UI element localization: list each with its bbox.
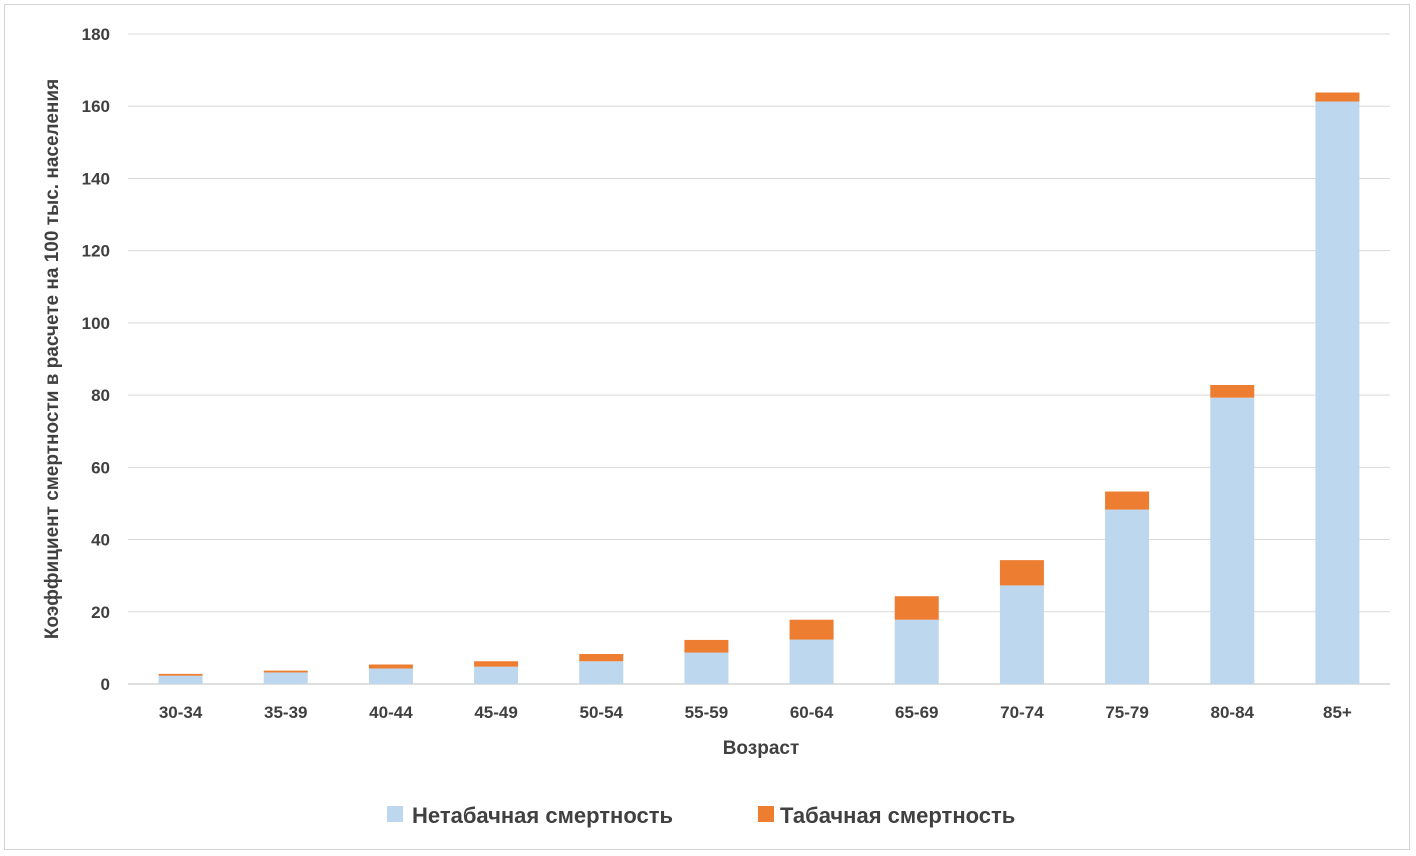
x-tick-label: 35-39 (264, 703, 307, 722)
bar-tobacco (1210, 385, 1255, 398)
legend: Нетабачная смертность Табачная смертност… (387, 803, 1015, 828)
y-tick-label: 100 (82, 314, 110, 333)
chart-frame (4, 4, 1410, 850)
y-tick-label: 20 (91, 603, 110, 622)
x-tick-label: 75-79 (1105, 703, 1148, 722)
y-tick-label: 0 (101, 675, 110, 694)
bar-non-tobacco (474, 666, 519, 684)
bar-tobacco (894, 596, 939, 620)
bar-tobacco (1105, 491, 1150, 510)
x-tick-label: 70-74 (1000, 703, 1044, 722)
y-tick-label: 160 (82, 97, 110, 116)
bar-tobacco (789, 619, 834, 640)
bar-tobacco (368, 664, 413, 669)
bar-non-tobacco (1105, 509, 1150, 684)
legend-swatch-non-tobacco (387, 806, 403, 822)
bar-non-tobacco (158, 675, 203, 684)
legend-label-tobacco: Табачная смертность (780, 803, 1015, 828)
y-axis-ticks: 0 20 40 60 80 100 120 140 160 180 (82, 25, 110, 694)
legend-label-non-tobacco: Нетабачная смертность (412, 803, 673, 828)
bar-non-tobacco (1210, 397, 1255, 684)
y-tick-label: 140 (82, 169, 110, 188)
bar-tobacco (158, 673, 203, 676)
bar-non-tobacco (999, 585, 1044, 684)
x-tick-label: 40-44 (369, 703, 413, 722)
x-tick-label: 80-84 (1211, 703, 1255, 722)
x-tick-label: 45-49 (474, 703, 517, 722)
bar-tobacco (1315, 92, 1360, 102)
bar-tobacco (263, 670, 308, 673)
y-tick-label: 120 (82, 242, 110, 261)
gridlines (128, 33, 1390, 685)
x-tick-label: 30-34 (159, 703, 203, 722)
bar-tobacco (684, 639, 729, 653)
y-tick-label: 40 (91, 531, 110, 550)
bar-non-tobacco (894, 619, 939, 684)
bar-tobacco (579, 654, 624, 662)
x-tick-label: 65-69 (895, 703, 938, 722)
bar-non-tobacco (579, 661, 624, 684)
bar-non-tobacco (263, 672, 308, 684)
y-axis-title: Коэффициент смертности в расчете на 100 … (42, 79, 63, 639)
bar-non-tobacco (684, 652, 729, 684)
y-tick-label: 80 (91, 386, 110, 405)
x-tick-label: 50-54 (580, 703, 624, 722)
bar-tobacco (999, 560, 1044, 586)
y-tick-label: 60 (91, 458, 110, 477)
bars (158, 92, 1360, 685)
x-tick-label: 60-64 (790, 703, 834, 722)
bar-tobacco (474, 661, 519, 667)
x-axis-title: Возраст (723, 738, 800, 759)
x-axis-ticks: 30-34 35-39 40-44 45-49 50-54 55-59 60-64 65-69… (159, 703, 1352, 722)
x-tick-label: 55-59 (685, 703, 728, 722)
bar-non-tobacco (1315, 101, 1360, 685)
y-tick-label: 180 (82, 25, 110, 44)
legend-swatch-tobacco (758, 806, 774, 822)
x-tick-label: 85+ (1323, 703, 1352, 722)
bar-non-tobacco (789, 639, 834, 684)
bar-non-tobacco (368, 668, 413, 684)
